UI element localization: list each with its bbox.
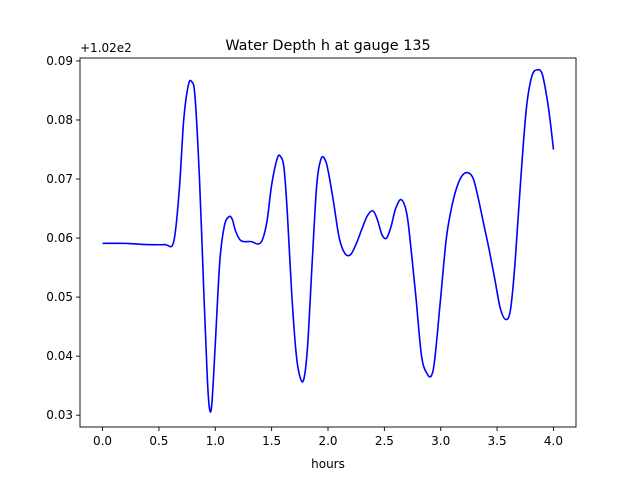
axes: 0.0 0.5 1.0 1.5 2.0 2.5 3.0 3.5 4.0 0.03 0.04 0.05 0… — [46, 54, 577, 448]
y-tick-label: 0.07 — [46, 172, 73, 186]
x-tick-label: 0.0 — [93, 434, 112, 448]
y-tick-label: 0.05 — [46, 290, 73, 304]
x-tick-label: 1.0 — [206, 434, 225, 448]
x-tick-label: 3.0 — [431, 434, 450, 448]
x-tick-label: 2.5 — [375, 434, 394, 448]
chart-title: Water Depth h at gauge 135 — [225, 38, 430, 54]
y-offset-text: +1.02e2 — [80, 41, 132, 55]
x-tick-label: 1.5 — [262, 434, 281, 448]
series-line-0 — [102, 68, 555, 413]
x-tick-label: 3.5 — [488, 434, 507, 448]
y-tick-label: 0.06 — [46, 231, 73, 245]
x-tick-label: 4.0 — [544, 434, 563, 448]
y-tick-label: 0.08 — [46, 113, 73, 127]
x-tick-label: 0.5 — [149, 434, 168, 448]
x-tick-label: 2.0 — [318, 434, 337, 448]
y-tick-label: 0.03 — [46, 408, 73, 422]
x-axis-label: hours — [311, 457, 345, 471]
plot-area — [102, 68, 555, 413]
y-tick-label: 0.09 — [46, 54, 73, 68]
y-tick-label: 0.04 — [46, 349, 73, 363]
